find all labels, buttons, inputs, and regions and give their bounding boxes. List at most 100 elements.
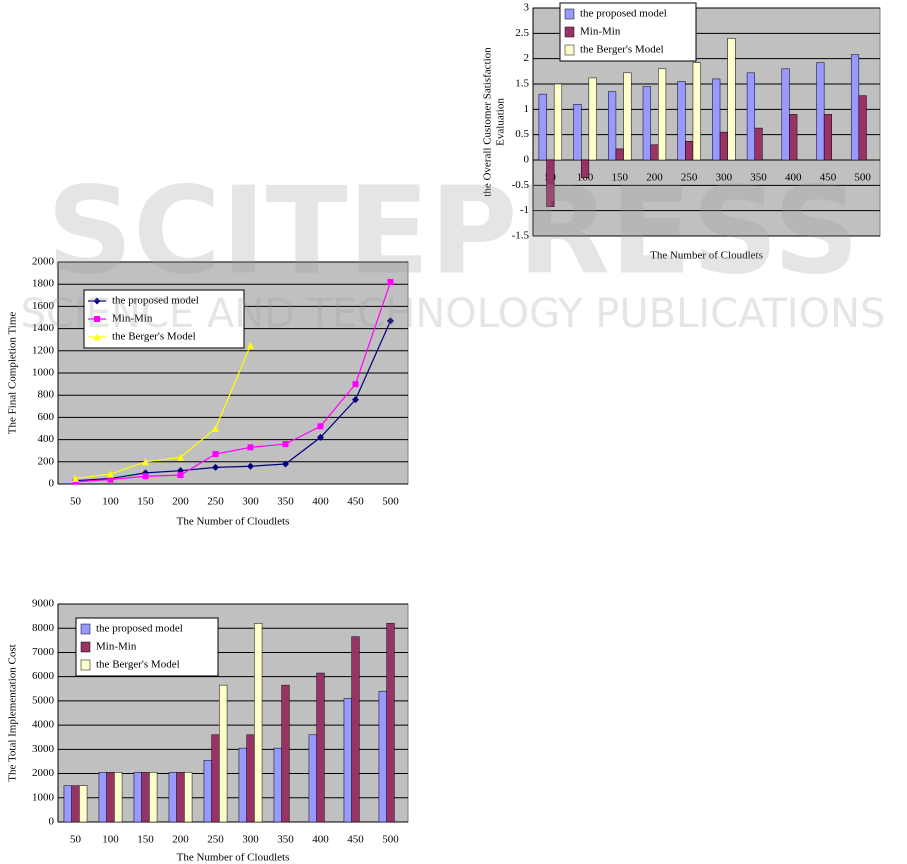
x-tick-label: 400 — [312, 496, 329, 508]
bar — [378, 690, 387, 823]
y-tick-label: 1.5 — [515, 78, 529, 90]
x-tick-label: 500 — [854, 172, 871, 184]
y-tick-label: 1000 — [32, 791, 55, 803]
point — [387, 317, 394, 325]
bar — [176, 772, 185, 823]
point — [317, 423, 324, 430]
bar — [238, 747, 247, 823]
x-axis-label: The Number of Cloudlets — [650, 250, 763, 262]
legend-swatch — [80, 659, 91, 671]
bar — [316, 672, 325, 823]
legend-box — [83, 289, 245, 349]
x-tick-label: 450 — [820, 172, 837, 184]
legend-swatch — [564, 44, 575, 56]
point — [177, 472, 184, 479]
x-tick-label: 300 — [242, 834, 259, 846]
y-tick-label: 4000 — [32, 719, 55, 731]
bar — [386, 623, 395, 823]
bar — [281, 684, 290, 823]
x-tick-label: 150 — [137, 834, 154, 846]
bar — [823, 114, 833, 161]
legend-label: the proposed model — [96, 623, 183, 635]
y-tick-label: 2.5 — [515, 27, 529, 39]
bar — [343, 698, 352, 823]
point — [247, 462, 254, 470]
bar — [133, 772, 142, 823]
point — [107, 470, 114, 478]
point — [317, 433, 324, 441]
bar — [351, 636, 360, 823]
y-tick-label: 1400 — [32, 322, 55, 334]
x-tick-label: 350 — [750, 172, 767, 184]
x-tick-label: 300 — [242, 496, 259, 508]
legend-label: the Berger's Model — [112, 331, 196, 343]
x-axis-label: The Number of Cloudlets — [177, 516, 290, 528]
bar — [692, 62, 701, 161]
bar — [273, 747, 282, 823]
legend-box — [75, 617, 219, 677]
x-tick-label: 50 — [70, 496, 82, 508]
y-tick-label: -0.5 — [512, 179, 530, 191]
point — [107, 476, 114, 483]
point — [387, 278, 394, 285]
bar — [254, 623, 263, 823]
x-tick-label: 100 — [102, 834, 119, 846]
x-tick-label: 400 — [312, 834, 329, 846]
y-tick-label: 5000 — [32, 694, 55, 706]
bar — [727, 38, 736, 161]
legend-swatch — [564, 26, 575, 38]
y-tick-label: 3 — [524, 2, 530, 14]
y-tick-label: 3000 — [32, 743, 55, 755]
y-tick-label: 400 — [38, 433, 55, 445]
y-tick-label: 0 — [49, 816, 55, 828]
legend-label: the proposed model — [580, 8, 667, 20]
x-tick-label: 200 — [172, 834, 189, 846]
point — [142, 458, 149, 466]
bar — [149, 772, 158, 823]
y-tick-label: 2 — [524, 52, 530, 64]
bar — [858, 95, 867, 161]
x-tick-label: 250 — [207, 496, 224, 508]
legend-box — [559, 2, 697, 62]
bar — [219, 684, 228, 823]
bar — [642, 86, 651, 161]
legend-marker — [93, 297, 101, 305]
legend-swatch — [80, 641, 91, 653]
x-tick-label: 50 — [70, 834, 82, 846]
y-tick-label: 1800 — [32, 278, 55, 290]
y-tick-label: 0.5 — [515, 128, 529, 140]
bar — [184, 772, 193, 823]
x-tick-label: 200 — [646, 172, 663, 184]
bar — [79, 785, 88, 823]
bar — [685, 141, 694, 161]
x-tick-label: 450 — [347, 496, 364, 508]
bar — [588, 77, 597, 161]
y-tick-label: 1000 — [32, 367, 55, 379]
x-tick-label: 300 — [716, 172, 733, 184]
legend-swatch — [564, 8, 575, 20]
bar — [789, 114, 798, 161]
y-tick-label: 1 — [524, 103, 530, 115]
legend-label: the proposed model — [112, 295, 199, 307]
bar — [141, 772, 150, 823]
x-tick-label: 350 — [277, 496, 294, 508]
bar — [573, 104, 582, 161]
x-tick-label: 100 — [102, 496, 119, 508]
bar — [106, 772, 115, 823]
bar — [816, 62, 825, 161]
x-tick-label: 400 — [785, 172, 802, 184]
point — [212, 425, 219, 432]
bar — [538, 93, 547, 161]
line — [75, 281, 392, 483]
legend-swatch — [80, 623, 91, 635]
legend-label: the Berger's Model — [580, 44, 664, 56]
y-tick-label: 2000 — [32, 256, 55, 268]
watermark-subtitle: SCIENCE AND TECHNOLOGY PUBLICATIONS — [21, 291, 886, 337]
y-tick-label: 9000 — [32, 598, 55, 610]
legend-label: the Berger's Model — [96, 659, 180, 671]
point — [212, 463, 219, 471]
x-tick-label: 250 — [681, 172, 698, 184]
y-tick-label: -1 — [520, 204, 529, 216]
x-tick-label: 500 — [382, 834, 399, 846]
